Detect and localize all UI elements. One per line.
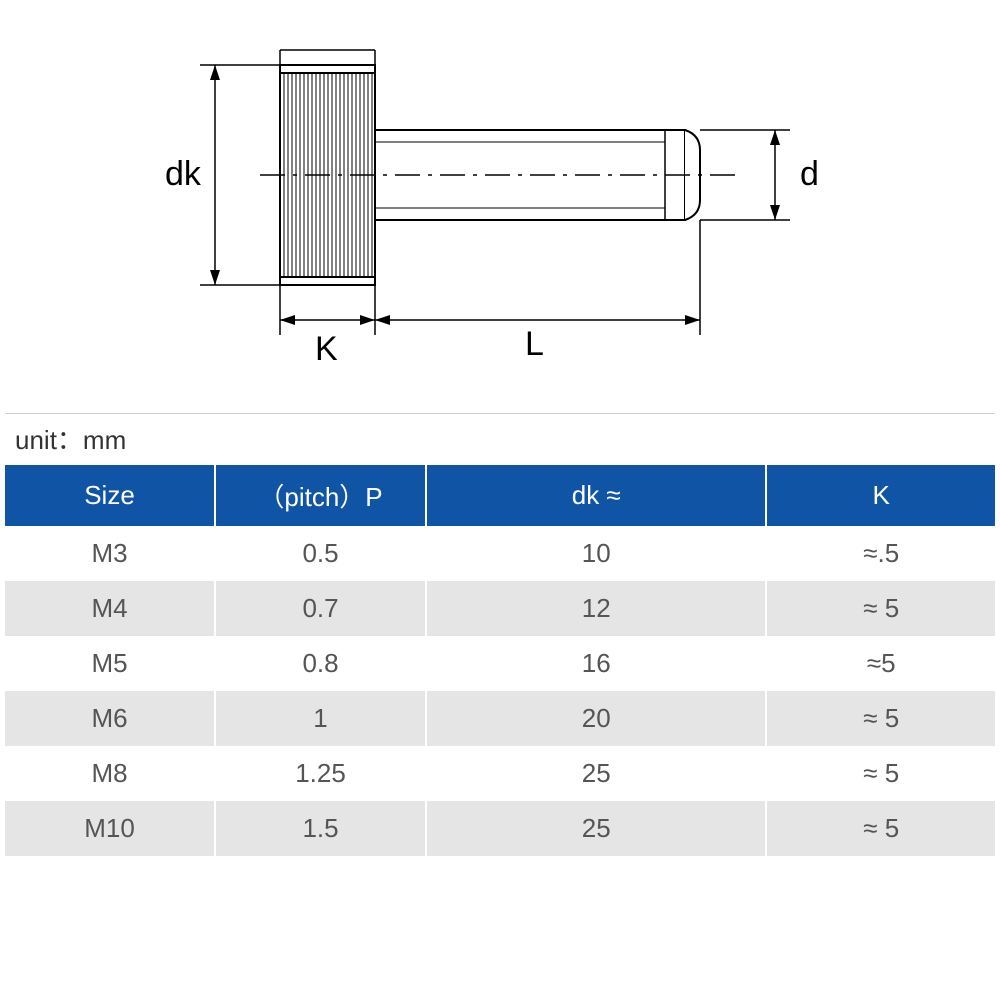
- cell-k: ≈ 5: [766, 691, 995, 746]
- table-row: M5 0.8 16 ≈5: [5, 636, 995, 691]
- cell-k: ≈ 5: [766, 801, 995, 856]
- cell-dk: 25: [426, 746, 766, 801]
- cell-dk: 20: [426, 691, 766, 746]
- cell-k: ≈ 5: [766, 746, 995, 801]
- cell-pitch: 0.7: [215, 581, 426, 636]
- table-row: M3 0.5 10 ≈.5: [5, 526, 995, 581]
- cell-dk: 25: [426, 801, 766, 856]
- spec-table: Size （pitch）P dk ≈ K M3 0.5 10 ≈.5 M4 0.…: [5, 465, 995, 856]
- table-row: M6 1 20 ≈ 5: [5, 691, 995, 746]
- cell-pitch: 1: [215, 691, 426, 746]
- cell-dk: 16: [426, 636, 766, 691]
- dimension-k: [280, 285, 375, 335]
- cell-dk: 12: [426, 581, 766, 636]
- cell-k: ≈ 5: [766, 581, 995, 636]
- header-pitch: （pitch）P: [215, 465, 426, 526]
- cell-pitch: 1.25: [215, 746, 426, 801]
- label-dk: dk: [165, 155, 202, 193]
- cell-dk: 10: [426, 526, 766, 581]
- cell-pitch: 0.8: [215, 636, 426, 691]
- header-k: K: [766, 465, 995, 526]
- cell-k: ≈5: [766, 636, 995, 691]
- header-size: Size: [5, 465, 215, 526]
- cell-size: M5: [5, 636, 215, 691]
- table-header-row: Size （pitch）P dk ≈ K: [5, 465, 995, 526]
- dimension-l: [375, 220, 700, 335]
- table-row: M4 0.7 12 ≈ 5: [5, 581, 995, 636]
- label-l: L: [525, 325, 544, 363]
- cell-pitch: 1.5: [215, 801, 426, 856]
- header-dk: dk ≈: [426, 465, 766, 526]
- unit-label: unit：mm: [15, 420, 126, 457]
- cell-size: M4: [5, 581, 215, 636]
- cell-pitch: 0.5: [215, 526, 426, 581]
- label-d: d: [800, 155, 819, 193]
- screw-diagram: dk d L K: [0, 0, 1000, 400]
- table-row: M8 1.25 25 ≈ 5: [5, 746, 995, 801]
- cell-size: M8: [5, 746, 215, 801]
- table-row: M10 1.5 25 ≈ 5: [5, 801, 995, 856]
- divider-line: [5, 413, 995, 414]
- cell-size: M10: [5, 801, 215, 856]
- cell-k: ≈.5: [766, 526, 995, 581]
- label-k: K: [315, 330, 338, 368]
- cell-size: M6: [5, 691, 215, 746]
- cell-size: M3: [5, 526, 215, 581]
